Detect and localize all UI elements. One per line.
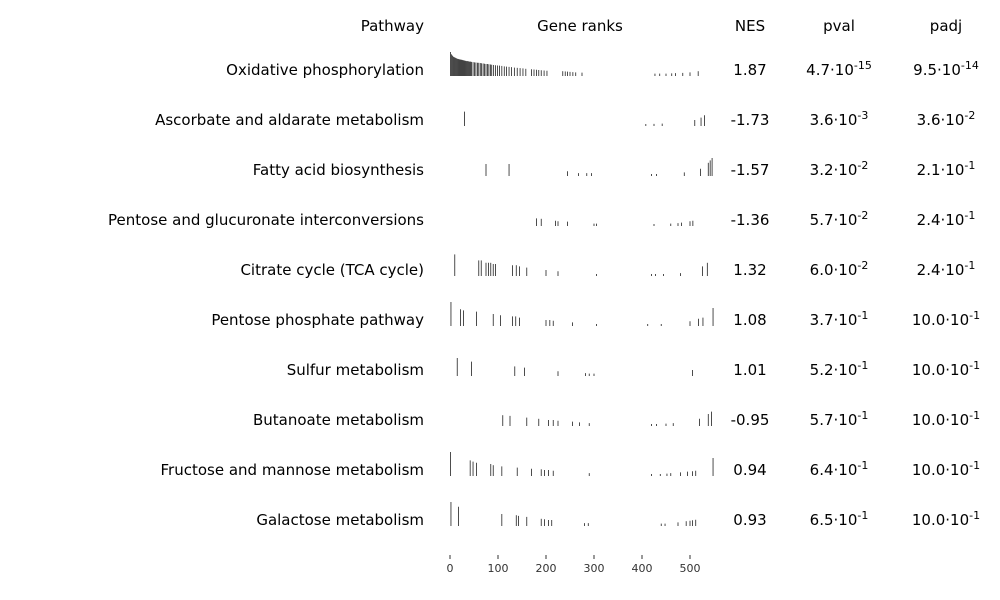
nes-value: -1.57: [731, 161, 770, 179]
pathway-label: Fatty acid biosynthesis: [253, 161, 424, 179]
nes-value: 0.93: [733, 511, 766, 529]
padj-value: 9.5·10-14: [913, 59, 979, 79]
table-row: Citrate cycle (TCA cycle) 1.32 6.0·10-2 2.4…: [240, 254, 975, 279]
padj-value: 2.1·10-1: [917, 159, 976, 179]
header-gene-ranks: Gene ranks: [537, 17, 623, 35]
pval-value: 3.6·10-3: [810, 109, 869, 129]
table-rows: Oxidative phosphorylation 1.87 4.7·10-15 9.…: [108, 52, 980, 529]
x-tick-label: 500: [680, 562, 701, 575]
pathway-label: Oxidative phosphorylation: [226, 61, 424, 79]
header-nes: NES: [735, 17, 765, 35]
nes-value: 1.08: [733, 311, 766, 329]
pathway-label: Pentose phosphate pathway: [211, 311, 424, 329]
pval-value: 6.5·10-1: [810, 509, 869, 529]
padj-value: 10.0·10-1: [912, 509, 980, 529]
padj-value: 10.0·10-1: [912, 359, 980, 379]
header-pval: pval: [823, 17, 855, 35]
x-tick-label: 300: [584, 562, 605, 575]
pathway-label: Butanoate metabolism: [253, 411, 424, 429]
pathway-label: Galactose metabolism: [256, 511, 424, 529]
x-tick-label: 400: [632, 562, 653, 575]
padj-value: 10.0·10-1: [912, 309, 980, 329]
x-axis: 0 100 200 300 400 500: [447, 555, 701, 575]
nes-value: -0.95: [731, 411, 770, 429]
table-row: Galactose metabolism 0.93 6.5·10-1 10.0·10-…: [256, 502, 980, 529]
nes-value: -1.73: [731, 111, 770, 129]
table-row: Ascorbate and aldarate metabolism -1.73 3.…: [155, 109, 975, 129]
padj-value: 10.0·10-1: [912, 409, 980, 429]
padj-value: 10.0·10-1: [912, 459, 980, 479]
pval-value: 4.7·10-15: [806, 59, 872, 79]
table-row: Oxidative phosphorylation 1.87 4.7·10-15 9.…: [226, 52, 979, 79]
pval-value: 3.2·10-2: [810, 159, 869, 179]
pval-value: 3.7·10-1: [810, 309, 869, 329]
pathway-label: Ascorbate and aldarate metabolism: [155, 111, 424, 129]
pval-value: 6.4·10-1: [810, 459, 869, 479]
nes-value: 1.87: [733, 61, 766, 79]
pathway-label: Pentose and glucuronate interconversions: [108, 211, 424, 229]
header-pathway: Pathway: [361, 17, 424, 35]
pval-value: 5.7·10-2: [810, 209, 869, 229]
pval-value: 6.0·10-2: [810, 259, 869, 279]
table-row: Pentose phosphate pathway 1.08 3.7·10-1 10.…: [211, 302, 980, 329]
pval-value: 5.7·10-1: [810, 409, 869, 429]
x-tick-label: 100: [488, 562, 509, 575]
table-row: Fructose and mannose metabolism 0.94 6.4·1…: [161, 452, 980, 479]
table-row: Fatty acid biosynthesis -1.57 3.2·10-2 2.1·…: [253, 158, 976, 179]
pathway-label: Fructose and mannose metabolism: [161, 461, 425, 479]
header-padj: padj: [930, 17, 962, 35]
padj-value: 3.6·10-2: [917, 109, 976, 129]
pval-value: 5.2·10-1: [810, 359, 869, 379]
nes-value: -1.36: [731, 211, 770, 229]
table-row: Pentose and glucuronate interconversions…: [108, 209, 975, 229]
x-tick-label: 200: [536, 562, 557, 575]
pathway-label: Citrate cycle (TCA cycle): [240, 261, 424, 279]
table-row: Butanoate metabolism -0.95 5.7·10-1 10.0·10…: [253, 409, 980, 429]
nes-value: 0.94: [733, 461, 766, 479]
table-row: Sulfur metabolism 1.01 5.2·10-1 10.0·10-1: [287, 358, 980, 379]
nes-value: 1.32: [733, 261, 766, 279]
nes-value: 1.01: [733, 361, 766, 379]
x-tick-label: 0: [447, 562, 454, 575]
padj-value: 2.4·10-1: [917, 209, 976, 229]
padj-value: 2.4·10-1: [917, 259, 976, 279]
pathway-label: Sulfur metabolism: [287, 361, 424, 379]
